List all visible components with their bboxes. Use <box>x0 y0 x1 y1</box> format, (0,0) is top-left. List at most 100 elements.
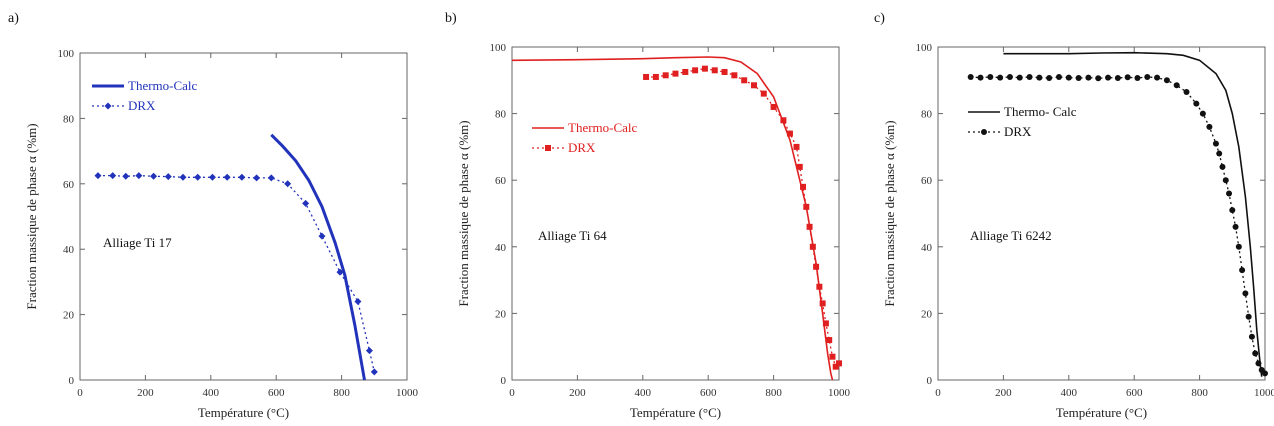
data-point <box>809 243 816 250</box>
plot-frame <box>511 46 840 381</box>
data-point <box>1212 140 1219 147</box>
data-point <box>836 360 842 367</box>
x-tick-label: 0 <box>509 387 515 399</box>
data-point <box>1124 74 1131 81</box>
y-tick-label: 60 <box>495 175 507 187</box>
y-axis-title: Fraction massique de phase α (%m) <box>456 120 471 306</box>
alloy-annotation: Alliage Ti 6242 <box>970 228 1052 243</box>
data-point <box>238 173 246 181</box>
data-point <box>370 368 378 376</box>
data-point <box>1085 74 1092 81</box>
data-point <box>1255 360 1262 367</box>
data-point <box>1075 74 1082 81</box>
legend: Thermo-Calc DRX <box>92 78 198 113</box>
data-point <box>164 173 172 181</box>
data-point <box>302 199 310 207</box>
x-tick-label: 1000 <box>1254 387 1274 399</box>
data-point <box>786 130 793 137</box>
y-tick-label: 20 <box>921 308 933 320</box>
data-point <box>1105 74 1112 81</box>
data-point <box>643 73 650 80</box>
data-point <box>701 65 708 72</box>
data-point <box>793 143 800 150</box>
y-axis-title: Fraction massique de phase α (%m) <box>882 120 897 306</box>
chart-panel-1: a) 0 200 400 600 800 1000 0 20 40 60 80 100 Températu… <box>8 11 419 420</box>
data-point <box>1163 77 1170 84</box>
data-point <box>1006 73 1013 80</box>
data-point <box>816 283 823 290</box>
y-tick-label: 60 <box>921 175 933 187</box>
data-point <box>711 67 718 74</box>
x-tick-label: 1000 <box>396 387 419 399</box>
y-tick-label: 80 <box>63 113 75 125</box>
alloy-annotation: Alliage Ti 17 <box>103 235 172 250</box>
data-point <box>672 70 679 77</box>
legend: Thermo- Calc DRX <box>968 104 1077 139</box>
y-tick-label: 20 <box>495 308 507 320</box>
series-thermo-calc <box>1003 51 1263 377</box>
series-drx <box>94 172 378 376</box>
data-point <box>1226 190 1233 197</box>
data-point <box>987 73 994 80</box>
chart-panel-2: b) 0 200 400 600 800 1000 0 20 40 60 80 100 Températu… <box>445 11 851 420</box>
series-line <box>270 133 366 381</box>
data-point <box>1245 313 1252 320</box>
data-point <box>1252 350 1259 357</box>
y-tick-label: 40 <box>495 242 507 254</box>
data-point <box>1229 207 1236 214</box>
data-point <box>336 268 344 276</box>
data-point <box>135 172 143 180</box>
data-point <box>122 172 130 180</box>
data-point <box>1219 163 1226 170</box>
data-point <box>652 73 659 80</box>
data-point <box>829 353 836 360</box>
data-point <box>741 77 748 84</box>
y-tick-label: 100 <box>490 42 507 54</box>
data-point <box>1055 73 1062 80</box>
legend-marker <box>981 129 987 135</box>
x-tick-label: 200 <box>995 387 1012 399</box>
y-tick-label: 20 <box>63 310 75 322</box>
data-point <box>770 103 777 110</box>
data-point <box>94 172 102 180</box>
x-tick-label: 400 <box>203 387 220 399</box>
chart-panel-3: c) 0 200 400 600 800 1000 0 20 40 60 80 100 Températu… <box>874 11 1274 420</box>
data-point <box>1235 243 1242 250</box>
series-drx <box>643 65 842 370</box>
legend-label: DRX <box>128 98 156 113</box>
x-tick-label: 800 <box>1191 387 1208 399</box>
data-point <box>1144 73 1151 80</box>
y-tick-label: 100 <box>916 42 933 54</box>
data-point <box>1222 177 1229 184</box>
data-point <box>662 72 669 79</box>
data-point <box>819 300 826 307</box>
data-point <box>1065 74 1072 81</box>
x-tick-label: 200 <box>137 387 154 399</box>
series-line <box>646 67 840 368</box>
data-point <box>780 117 787 124</box>
data-point <box>1095 75 1102 82</box>
data-point <box>253 174 261 182</box>
x-tick-label: 600 <box>1126 387 1143 399</box>
data-point <box>194 173 202 181</box>
data-point <box>1183 88 1190 95</box>
data-point <box>1114 74 1121 81</box>
data-point <box>800 183 807 190</box>
legend-label: DRX <box>568 140 596 155</box>
plot-frame <box>79 52 408 381</box>
x-tick-label: 400 <box>635 387 652 399</box>
x-tick-label: 200 <box>569 387 586 399</box>
x-tick-label: 800 <box>333 387 350 399</box>
data-point <box>721 68 728 75</box>
x-tick-label: 0 <box>77 387 83 399</box>
data-point <box>826 337 833 344</box>
data-point <box>150 172 158 180</box>
data-point <box>1046 74 1053 81</box>
y-tick-label: 80 <box>921 109 933 121</box>
data-point <box>1206 123 1213 130</box>
data-point <box>750 82 757 89</box>
x-axis-title: Température (°C) <box>630 405 721 420</box>
data-point <box>832 363 839 370</box>
x-tick-label: 800 <box>765 387 782 399</box>
